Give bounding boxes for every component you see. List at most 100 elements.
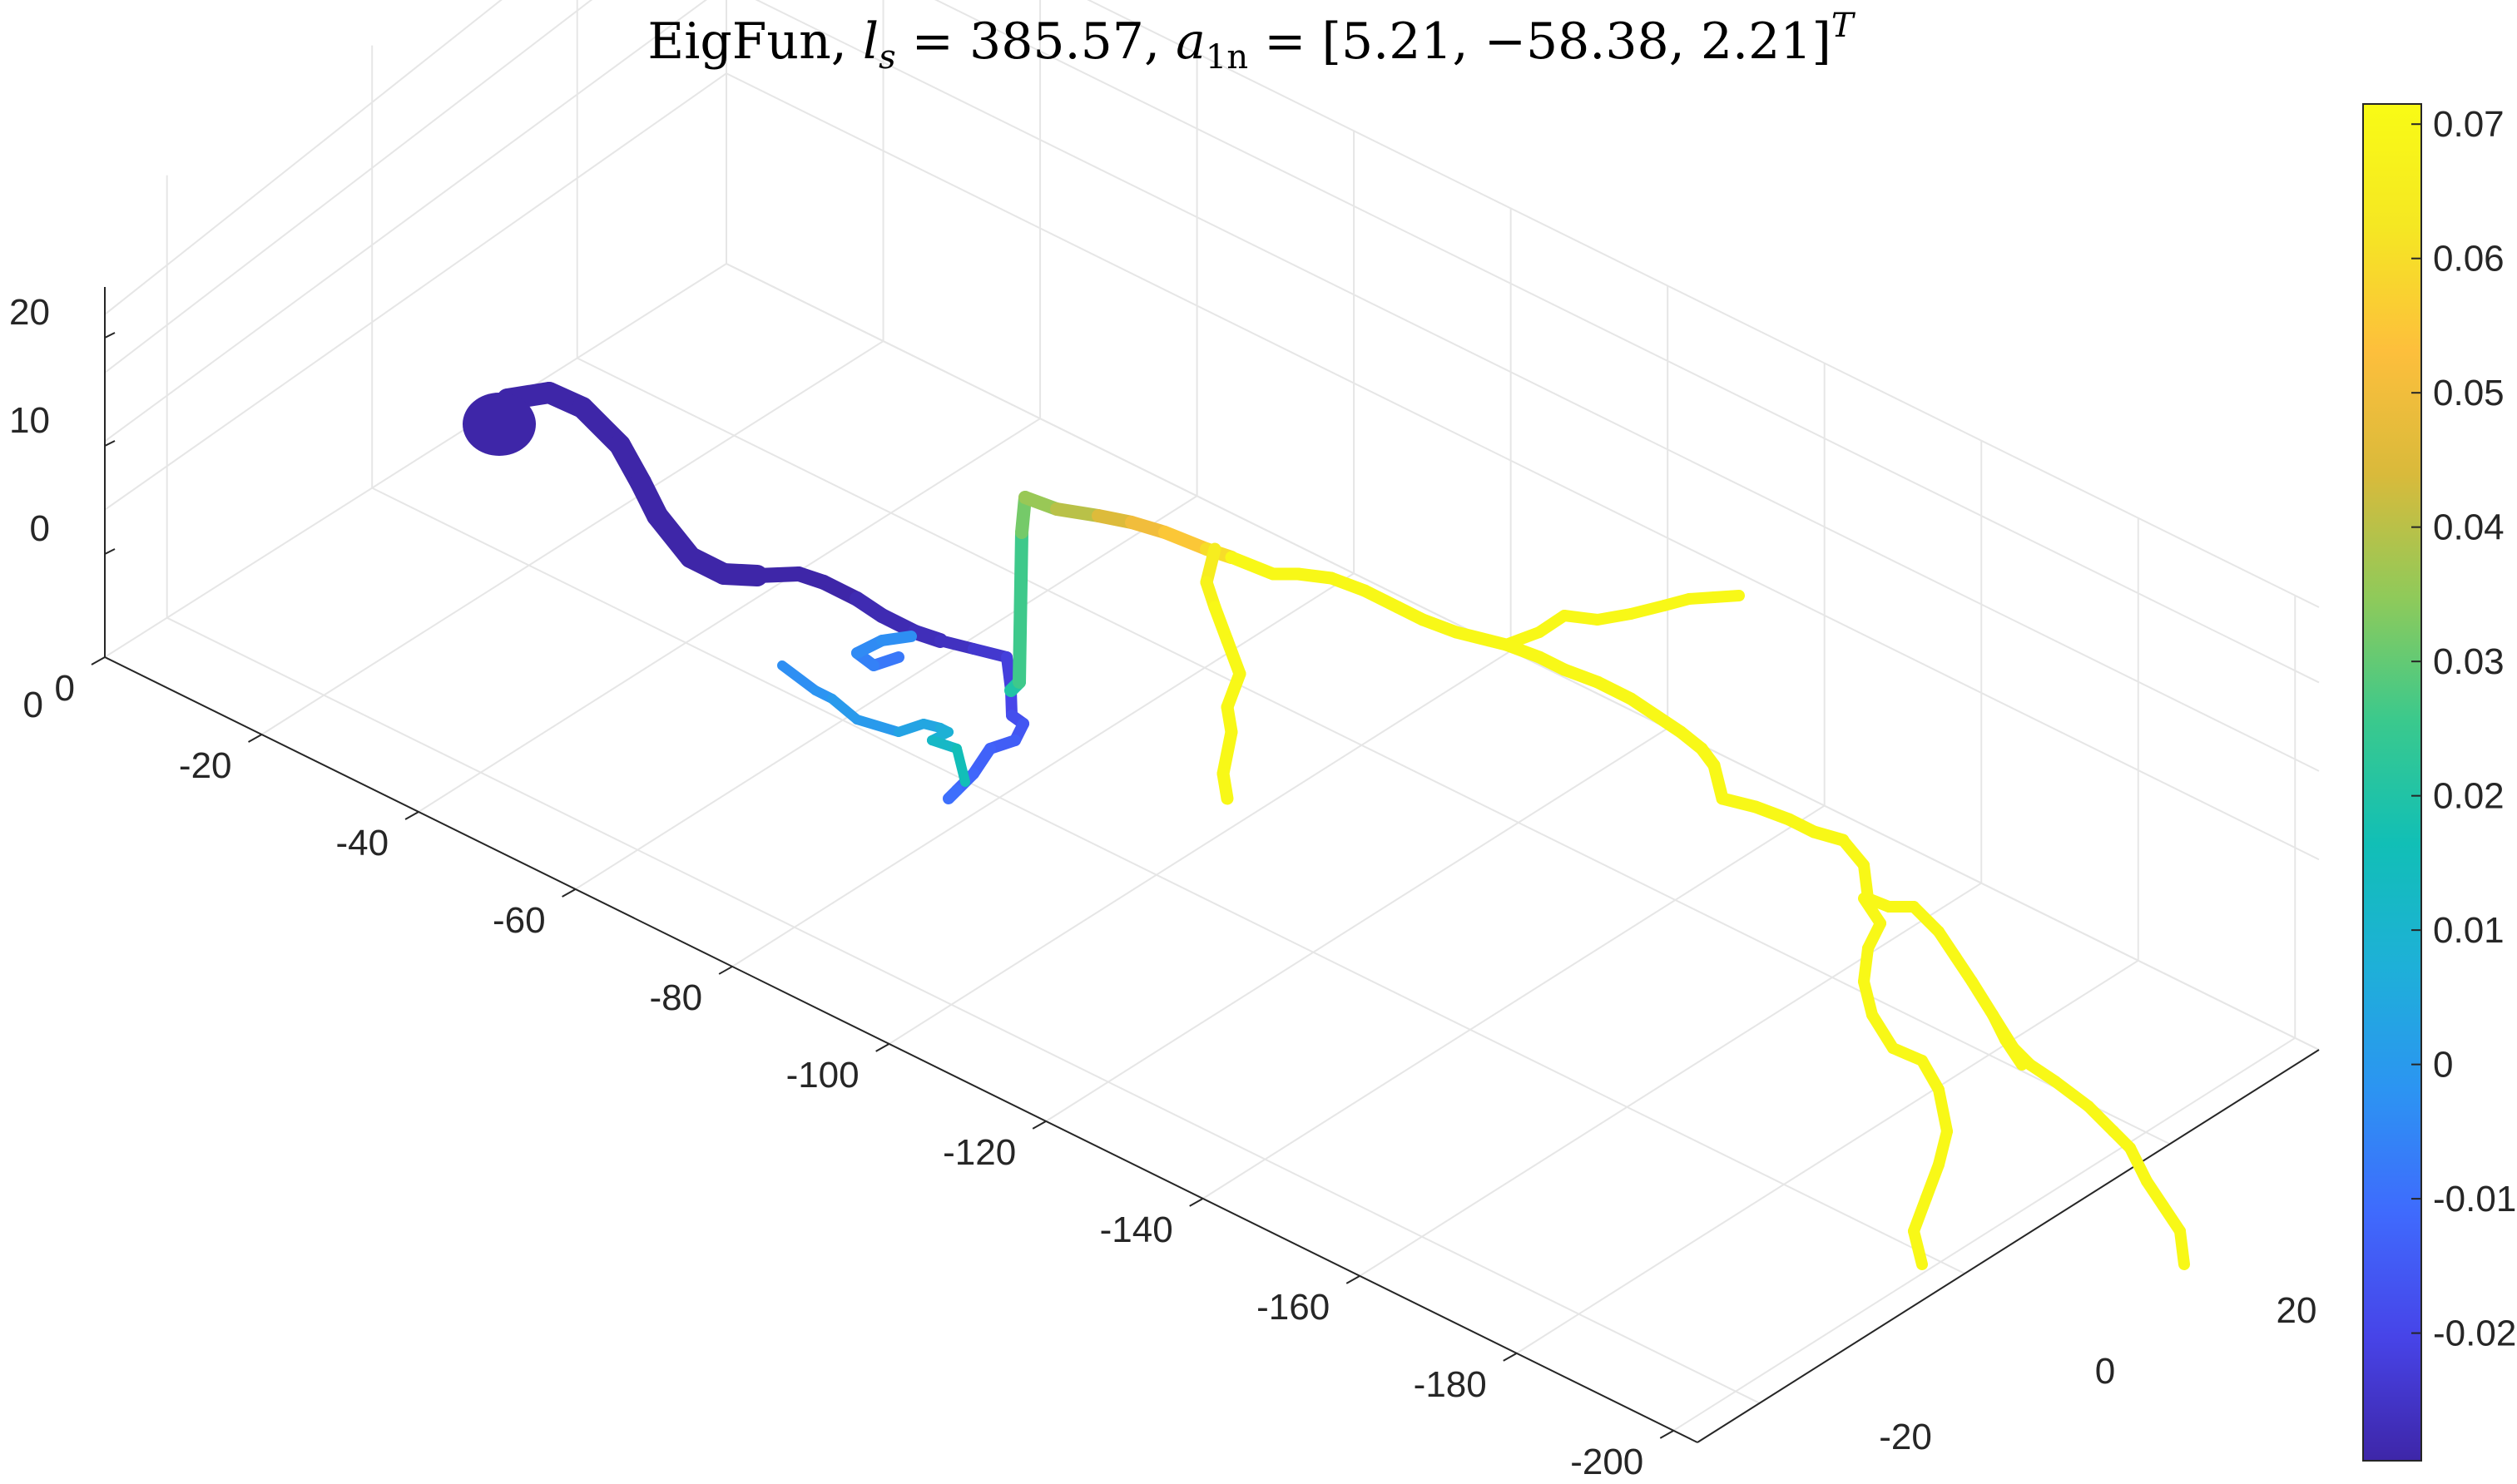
tube-segment	[952, 744, 970, 787]
side-wall-grid-line	[104, 0, 593, 373]
colorbar-tick-label: 0.02	[2433, 776, 2505, 817]
y-axis-line	[1697, 1049, 2320, 1443]
neuron-tube-series	[463, 382, 2190, 1270]
x-tick-mark	[1032, 1120, 1047, 1130]
tube-segment	[1987, 1009, 2019, 1054]
colorbar-tick-label: 0.07	[2433, 104, 2505, 145]
colorbar-tick-label: 0.06	[2433, 239, 2505, 279]
x-tick-label: -40	[335, 823, 389, 863]
y-tick-label: 20	[2277, 1290, 2317, 1331]
colorbar-tick-label: 0.04	[2433, 507, 2505, 548]
z-tick-label: 0	[30, 508, 50, 549]
tube-segment	[1708, 590, 1745, 603]
tube-segment	[1216, 767, 1234, 805]
floor-grid-line	[1359, 882, 1982, 1277]
floor-grid-line	[575, 495, 1198, 890]
floor-grid-line	[1045, 727, 1668, 1122]
tube-segment	[2049, 1076, 2094, 1112]
floor-grid-line	[371, 487, 1965, 1274]
x-tick-mark	[1189, 1198, 1204, 1207]
floor-grid-line	[577, 357, 2171, 1145]
x-tick-label: -100	[786, 1055, 860, 1096]
colorbar-tick-label: 0.03	[2433, 641, 2505, 682]
y-tick-label: 0	[2095, 1351, 2115, 1392]
tube-segment	[1866, 1009, 1899, 1054]
x-axis-line	[104, 656, 1698, 1443]
z-tick-label: 10	[9, 400, 50, 441]
tube-segment	[1158, 526, 1213, 556]
y-tick-label: -20	[1879, 1417, 1932, 1457]
tube-segment	[827, 694, 862, 725]
floor-grid-line	[260, 340, 884, 735]
tube-segment	[777, 660, 820, 695]
x-tick-mark	[1503, 1352, 1518, 1362]
tube-segment	[943, 784, 963, 804]
x-tick-mark	[562, 888, 577, 898]
x-tick-label: 0	[55, 668, 75, 709]
tube-segment	[852, 715, 904, 737]
side-wall-grid-line	[104, 0, 707, 443]
colorbar-gradient	[2362, 103, 2422, 1462]
x-tick-label: -60	[493, 900, 546, 941]
tube-segment	[2083, 1101, 2119, 1137]
tube-segment	[1933, 1084, 1953, 1137]
z-tick-mark	[104, 332, 116, 339]
x-tick-label: -20	[179, 745, 232, 786]
x-tick-mark	[404, 811, 419, 820]
back-wall-grid-line	[755, 0, 2320, 772]
tube-segment	[1216, 725, 1238, 780]
x-tick-mark	[248, 734, 263, 743]
floor-grid-line	[166, 616, 1761, 1404]
floor-grid-line	[104, 263, 727, 658]
tube-segment	[1908, 1192, 1932, 1237]
back-wall-grid-line	[1087, 0, 2320, 608]
x-tick-mark	[718, 966, 733, 975]
floor-grid-line	[1202, 804, 1826, 1200]
back-wall-grid-line	[726, 72, 2320, 861]
tube-segment	[2174, 1225, 2190, 1270]
colorbar-tick-label: 0.01	[2433, 910, 2505, 951]
z-tick-mark	[104, 548, 116, 555]
tube-segment	[1225, 551, 1280, 581]
axes-box	[91, 287, 2320, 1443]
tube-segment	[876, 631, 917, 646]
x-tick-mark	[875, 1043, 890, 1052]
back-wall-grid-line	[934, 0, 2320, 684]
tube-segment	[1908, 1225, 1928, 1270]
x-tick-label: -120	[943, 1132, 1016, 1173]
tube-segment	[1920, 1159, 1945, 1204]
tube-segment	[2124, 1142, 2153, 1187]
x-tick-label: -140	[1100, 1209, 1173, 1250]
x-tick-mark	[91, 656, 106, 665]
colorbar: -0.02 -0.01 0 0.01 0.02 0.03 0.04 0.05 0.06 0.07	[2362, 103, 2516, 1462]
side-wall-grid-line	[104, 72, 727, 511]
x-tick-label: -200	[1570, 1442, 1643, 1482]
axes-grid	[104, 0, 2320, 1432]
x-tick-label: -80	[650, 977, 703, 1018]
soma-marker	[463, 393, 536, 456]
axis-tick-labels: 0-20-40-60-80-100-120-140-160-180-200-20…	[9, 292, 2316, 1482]
tube-segment	[1050, 502, 1105, 522]
colorbar-tick-label: -0.02	[2433, 1313, 2516, 1354]
z-tick-label: 20	[9, 292, 50, 333]
floor-grid-line	[1672, 1036, 2296, 1432]
x-tick-label: -180	[1414, 1364, 1487, 1405]
tube-segment	[1013, 526, 1028, 689]
x-tick-mark	[1659, 1429, 1674, 1439]
z-tick-mark	[104, 440, 116, 447]
chart-title: EigFun, ls = 385.57, a1n = [5.21, −58.38…	[647, 7, 1856, 77]
x-tick-label: -160	[1256, 1287, 1330, 1328]
tube-segment	[1908, 901, 1945, 937]
tube-segment	[1966, 976, 1999, 1021]
floor-grid-line	[731, 572, 1355, 967]
colorbar-tick-label: 0.05	[2433, 373, 2505, 413]
side-wall-grid-line	[104, 0, 503, 315]
floor-grid-line	[889, 650, 1512, 1045]
colorbar-tick-label: -0.01	[2433, 1179, 2516, 1219]
colorbar-tick-label: 0	[2433, 1045, 2453, 1086]
x-tick-mark	[1345, 1275, 1360, 1284]
floor-grid-line	[1516, 959, 2139, 1354]
x-tick-label: 0	[23, 685, 43, 725]
floor-grid-line	[418, 418, 1041, 813]
